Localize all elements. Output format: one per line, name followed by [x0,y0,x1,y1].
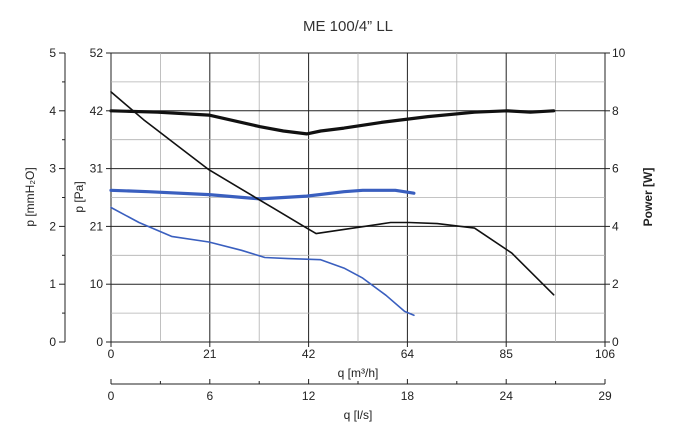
right-tick-label: 8 [612,104,619,118]
x-secondary-tick-label: 0 [108,389,115,403]
inner-left-tick-label: 10 [90,277,104,291]
right-tick-label: 2 [612,277,619,291]
x-secondary-axis-label: q [l/s] [344,408,373,422]
x-secondary-tick-label: 29 [598,389,612,403]
right-tick-label: 4 [612,219,619,233]
right-tick-label: 10 [612,46,626,60]
x-primary-tick-label: 42 [302,347,316,361]
outer-left-tick-label: 1 [49,277,56,291]
outer-left-tick-label: 3 [49,162,56,176]
grid [111,53,605,342]
outer-left-tick-label: 4 [49,104,56,118]
right-tick-label: 0 [612,335,619,349]
inner-left-tick-label: 31 [90,162,104,176]
outer-left-ticks: 0 1 2 3 4 5 [49,46,65,349]
power-curve-1 [109,188,416,201]
series-layer [109,91,556,317]
x-primary-axis-label: q [m³/h] [338,366,379,380]
x-secondary-tick-label: 12 [302,389,316,403]
pressure-curve-2 [110,91,555,296]
right-tick-label: 6 [612,162,619,176]
outer-left-axis-label: p [mmH₂O] [23,167,37,226]
x-primary-tick-label: 64 [401,347,415,361]
x-secondary-ticks: 0 6 12 18 24 29 [108,379,612,403]
x-secondary-tick-label: 6 [206,389,213,403]
x-secondary-tick-label: 24 [500,389,514,403]
x-primary-ticks: 0 21 42 64 85 106 [108,342,615,361]
x-primary-tick-label: 0 [108,347,115,361]
pressure-curve-3 [110,206,415,317]
outer-left-tick-label: 0 [49,335,56,349]
x-primary-tick-label: 85 [500,347,514,361]
chart-title: ME 100/4” LL [303,18,393,35]
inner-left-tick-label: 0 [96,335,103,349]
outer-left-tick-label: 5 [49,46,56,60]
power-curve-0 [109,109,556,136]
inner-left-ticks: 0 10 21 31 42 52 [90,46,111,349]
x-primary-tick-label: 21 [203,347,217,361]
x-secondary-tick-label: 18 [401,389,415,403]
right-axis-label: Power [W] [641,168,655,227]
x-primary-tick-label: 106 [595,347,615,361]
inner-left-tick-label: 42 [90,104,104,118]
right-ticks: 0 2 4 6 8 10 [605,46,626,349]
inner-left-tick-label: 52 [90,46,104,60]
outer-left-tick-label: 2 [49,219,56,233]
inner-left-axis-label: p [Pa] [72,181,86,212]
inner-left-tick-label: 21 [90,219,104,233]
